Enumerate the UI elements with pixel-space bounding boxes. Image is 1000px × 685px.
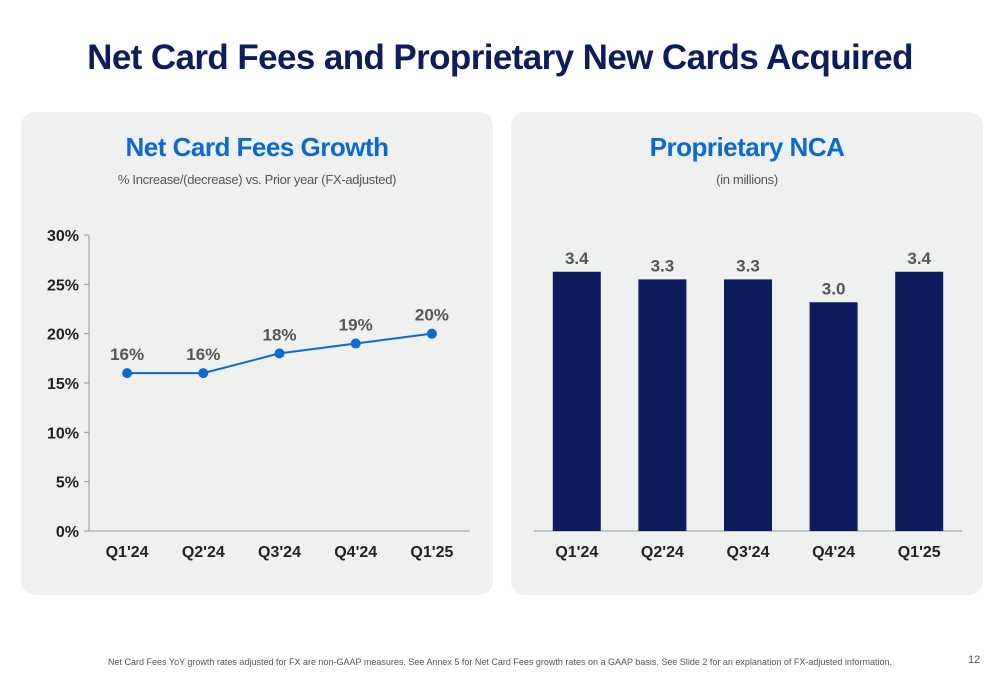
data-point xyxy=(426,328,437,339)
line-chart-panel: Net Card Fees Growth % Increase/(decreas… xyxy=(21,112,493,595)
x-tick-label: Q1'25 xyxy=(898,544,941,561)
x-tick-label: Q2'24 xyxy=(182,544,225,561)
x-tick-label: Q1'24 xyxy=(106,544,149,561)
x-tick-label: Q1'24 xyxy=(555,544,598,561)
page-number: 12 xyxy=(968,654,981,666)
y-tick-label: 30% xyxy=(47,228,79,245)
bar xyxy=(724,279,772,531)
bar-chart-subtitle: (in millions) xyxy=(716,172,778,187)
data-label: 16% xyxy=(186,345,220,364)
bar xyxy=(552,271,601,531)
y-tick-label: 0% xyxy=(56,524,79,541)
data-label: 19% xyxy=(339,316,373,335)
data-label: 3.4 xyxy=(565,249,589,268)
page-title: Net Card Fees and Proprietary New Cards … xyxy=(87,38,913,77)
bar xyxy=(638,279,687,531)
bar-chart-panel: Proprietary NCA (in millions) 3.4 Q1'24 3.… xyxy=(511,112,983,595)
y-tick-label: 25% xyxy=(47,277,79,294)
data-point xyxy=(274,348,285,359)
data-point xyxy=(198,368,209,379)
bar xyxy=(895,271,944,531)
data-label: 3.3 xyxy=(651,256,675,275)
data-label: 3.3 xyxy=(736,256,760,275)
x-tick-label: Q2'24 xyxy=(641,544,684,561)
x-tick-label: Q4'24 xyxy=(812,544,855,561)
line-chart-title: Net Card Fees Growth xyxy=(125,132,389,162)
data-point xyxy=(350,338,361,349)
line-chart-subtitle: % Increase/(decrease) vs. Prior year (FX… xyxy=(117,172,397,187)
y-tick-label: 5% xyxy=(56,475,79,492)
x-tick-label: Q3'24 xyxy=(258,544,301,561)
x-tick-label: Q3'24 xyxy=(727,544,770,561)
bar-chart-title: Proprietary NCA xyxy=(649,132,845,162)
y-tick-label: 10% xyxy=(47,425,79,442)
y-tick-label: 20% xyxy=(47,327,79,344)
bar-chart: 3.4 Q1'24 3.3 Q2'24 3.3 Q3'24 3.0 Q4'24 3.4 Q1'25 xyxy=(534,249,962,561)
bar xyxy=(809,302,858,531)
data-label: 20% xyxy=(415,306,449,325)
x-tick-label: Q4'24 xyxy=(334,544,377,561)
y-tick-label: 15% xyxy=(47,376,79,393)
data-point xyxy=(122,368,133,379)
line-chart: 0% 5% 10% 15% 20% 25% 30% Q1'24 Q2'24 Q3'24 Q4'24 Q… xyxy=(47,228,470,561)
data-label: 3.0 xyxy=(822,279,846,298)
x-tick-label: Q1'25 xyxy=(410,544,453,561)
footnote: Net Card Fees YoY growth rates adjusted … xyxy=(108,657,892,667)
data-label: 3.4 xyxy=(907,249,931,268)
data-label: 18% xyxy=(262,325,296,344)
data-label: 16% xyxy=(110,345,144,364)
